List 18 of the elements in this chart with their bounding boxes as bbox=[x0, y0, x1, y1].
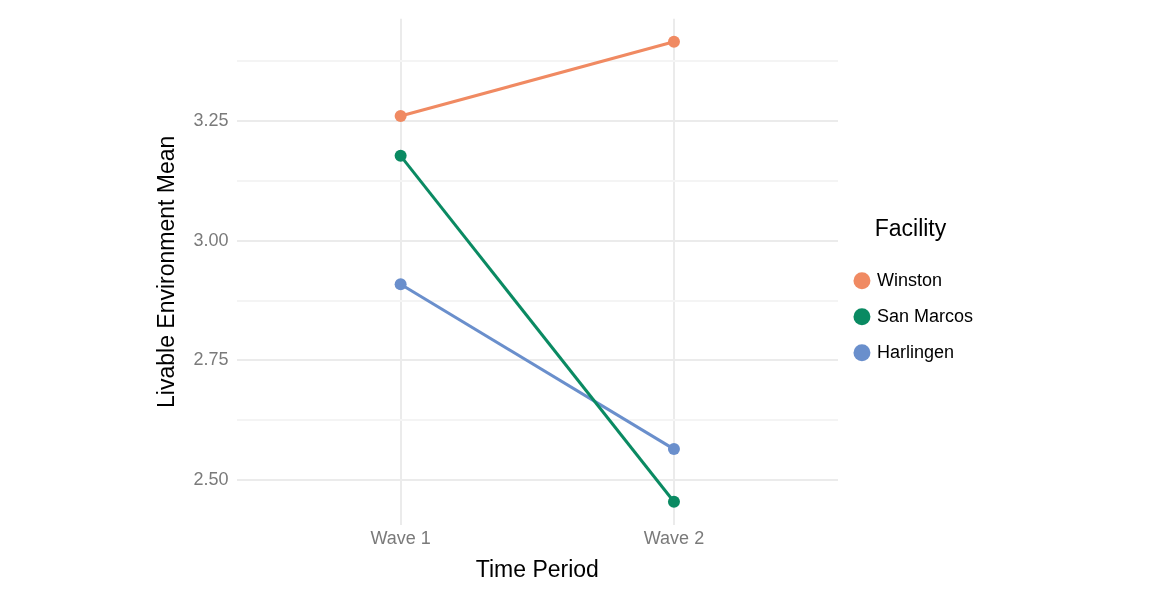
y-tick-label: 3.00 bbox=[193, 229, 229, 250]
y-tick-label: 2.75 bbox=[193, 349, 229, 370]
legend-label: Winston bbox=[876, 269, 942, 290]
point bbox=[667, 443, 680, 456]
x-axis-title: Time Period bbox=[475, 555, 599, 582]
y-axis-title: Livable Environment Mean bbox=[153, 135, 180, 408]
legend-label: Harlingen bbox=[876, 341, 955, 362]
point bbox=[394, 278, 407, 291]
legend-label: San Marcos bbox=[876, 305, 974, 326]
x-tick-label: Wave 2 bbox=[643, 527, 705, 548]
point bbox=[394, 149, 407, 162]
legend-title: Facility bbox=[874, 215, 947, 242]
point bbox=[667, 495, 680, 508]
point bbox=[394, 110, 407, 123]
point bbox=[667, 35, 680, 48]
x-tick-label: Wave 1 bbox=[370, 527, 431, 548]
y-tick-label: 2.50 bbox=[193, 469, 229, 490]
y-tick-label: 3.25 bbox=[193, 109, 229, 130]
